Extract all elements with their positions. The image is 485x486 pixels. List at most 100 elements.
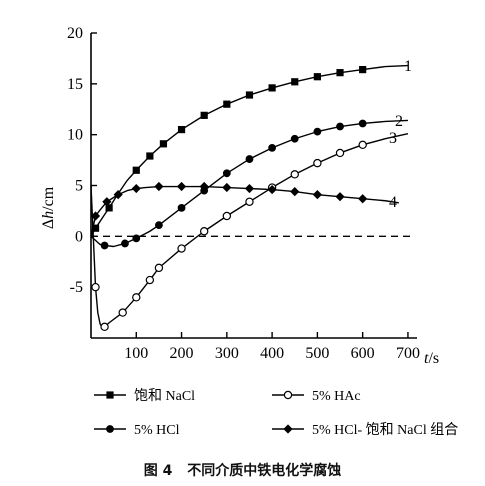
diamond-marker — [244, 183, 255, 194]
x-tick-label: 300 — [215, 345, 239, 362]
figure-title: 不同介质中铁电化学腐蚀 — [187, 463, 342, 479]
legend-item: 5% HCl — [94, 423, 180, 438]
square-marker — [132, 166, 140, 174]
filled-circle-marker — [132, 234, 141, 243]
diamond-marker — [154, 181, 164, 192]
filled-circle-marker — [336, 122, 344, 131]
square-marker — [91, 224, 100, 232]
open-circle-marker — [91, 282, 100, 292]
series-line — [90, 64, 408, 237]
legend-label: 饱和 NaCl — [134, 388, 195, 404]
series-2: 2 — [90, 113, 408, 250]
legend-svg: 饱和 NaCl 5% HAc 5% HCl 5% HCl- 饱和 NaCl 组合 — [94, 388, 458, 438]
filled-circle-marker — [290, 134, 299, 143]
open-circle-marker — [177, 244, 186, 253]
y-axis-label-delta: Δ — [40, 219, 57, 229]
square-marker — [105, 204, 113, 212]
y-tick-label: -5 — [70, 279, 83, 296]
x-tick-label: 700 — [396, 345, 420, 362]
diamond-marker — [199, 181, 209, 192]
curve-label: 1 — [404, 58, 412, 75]
filled-circle-marker — [222, 169, 231, 178]
x-tick-label: 400 — [260, 345, 284, 362]
open-circle-marker — [222, 211, 232, 221]
filled-circle-marker — [121, 239, 129, 248]
y-axis-label-var: h — [40, 211, 57, 219]
diamond-marker — [90, 211, 101, 221]
series-4: 4 — [90, 181, 399, 237]
x-tick-label: 500 — [305, 345, 329, 362]
filled-circle-marker — [245, 155, 254, 163]
filled-circle-marker — [313, 127, 322, 136]
tick-marks: -5 0 5 10 15 20 100 200 300 400 500 600 700 — [67, 25, 420, 362]
open-circle-marker — [145, 275, 155, 285]
filled-circle-marker — [177, 203, 186, 212]
series-group: 1 23 4 — [90, 58, 412, 332]
diamond-marker — [102, 197, 112, 207]
open-circle-marker — [154, 263, 164, 273]
square-marker — [177, 125, 186, 134]
x-axis-label: t/s — [424, 350, 439, 367]
square-marker — [159, 140, 168, 148]
x-tick-label: 100 — [124, 345, 148, 362]
curve-label: 4 — [389, 194, 397, 211]
figure-number: 图 4 — [143, 463, 173, 479]
square-marker — [336, 69, 344, 77]
square-marker — [268, 84, 276, 92]
open-circle-marker — [358, 140, 367, 150]
square-marker — [223, 100, 231, 108]
series-3: 3 — [90, 130, 409, 332]
diamond-marker — [283, 424, 293, 434]
open-circle-marker — [118, 308, 127, 317]
y-tick-label: 20 — [67, 25, 83, 42]
open-circle-marker — [290, 170, 299, 179]
filled-circle-marker — [155, 221, 163, 230]
y-axis-label: Δh/cm — [40, 186, 57, 229]
square-marker — [313, 73, 321, 81]
diamond-marker — [113, 190, 123, 200]
square-marker — [359, 66, 367, 74]
open-circle-marker — [245, 197, 254, 206]
open-circle-marker — [313, 158, 322, 168]
diamond-marker — [290, 187, 300, 197]
figure-caption: 图 4 不同介质中铁电化学腐蚀 — [0, 460, 485, 480]
x-tick-label: 200 — [170, 345, 194, 362]
series-line — [90, 119, 408, 248]
filled-circle-marker — [268, 143, 277, 152]
y-tick-label: 15 — [67, 76, 83, 93]
curve-label: 3 — [389, 130, 397, 147]
open-circle-marker — [100, 322, 109, 332]
x-axis-label-var: t — [424, 350, 429, 367]
filled-circle-marker — [358, 119, 367, 128]
legend-item: 饱和 NaCl — [94, 388, 195, 404]
square-marker — [291, 78, 299, 86]
diamond-marker — [335, 192, 345, 202]
diamond-marker — [267, 184, 277, 195]
y-tick-label: 10 — [67, 127, 83, 144]
square-marker — [106, 391, 114, 399]
square-marker — [200, 111, 208, 119]
filled-circle-marker — [100, 241, 109, 250]
axis-labels: Δh/cm t/s — [40, 186, 439, 367]
series-1: 1 — [90, 58, 412, 237]
diamond-marker — [176, 181, 187, 192]
series-line — [90, 185, 399, 237]
legend-label: 5% HCl- 饱和 NaCl 组合 — [312, 422, 458, 438]
x-axis-label-unit: s — [433, 350, 439, 367]
open-circle-marker — [199, 227, 209, 236]
legend: 饱和 NaCl 5% HAc 5% HCl 5% HCl- 饱和 NaCl 组合 — [94, 381, 474, 446]
y-axis-label-unit: cm — [40, 186, 57, 206]
square-marker — [146, 152, 154, 160]
y-tick-label: 5 — [75, 178, 83, 195]
diamond-marker — [131, 183, 141, 194]
open-circle-marker — [283, 390, 293, 400]
legend-item: 5% HCl- 饱和 NaCl 组合 — [272, 422, 458, 438]
legend-label: 5% HCl — [134, 423, 180, 438]
y-tick-label: 0 — [75, 228, 83, 245]
legend-items: 饱和 NaCl 5% HAc 5% HCl 5% HCl- 饱和 NaCl 组合 — [94, 388, 458, 438]
curve-label: 2 — [395, 113, 403, 130]
legend-item: 5% HAc — [272, 389, 361, 404]
x-tick-label: 600 — [351, 345, 375, 362]
square-marker — [245, 91, 254, 99]
